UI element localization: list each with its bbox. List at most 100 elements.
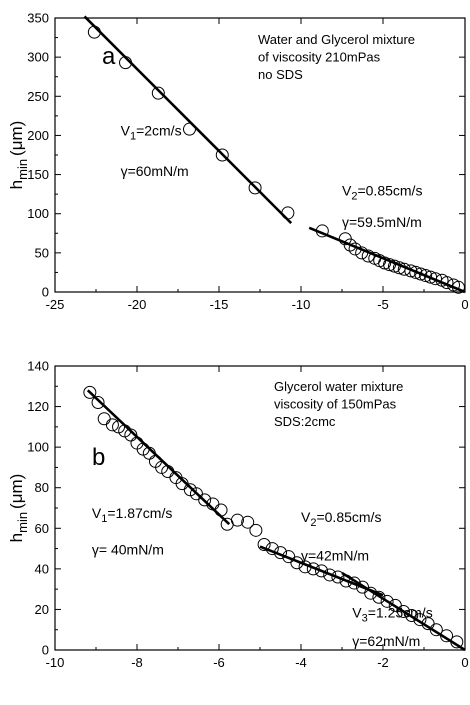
data-point	[87, 25, 101, 39]
data-point	[343, 238, 357, 252]
annotation-sub: 1	[130, 130, 136, 142]
annotation: V2=0.85cm/s	[342, 183, 422, 203]
annotation: V1=1.87cm/s	[92, 505, 172, 525]
y-tick-label: 80	[35, 480, 49, 495]
y-tick-label: 200	[27, 128, 49, 143]
description-line: no SDS	[258, 67, 303, 82]
x-tick-label: 0	[461, 655, 468, 670]
y-tick-label: 300	[27, 50, 49, 65]
y-axis-label: hmin (μm)	[7, 121, 30, 190]
data-point	[372, 590, 386, 604]
data-point	[230, 513, 244, 527]
data-point	[274, 546, 287, 560]
annotation: γ= 40mN/m	[92, 542, 164, 558]
y-tick-label: 120	[27, 399, 49, 414]
annotation-main: V	[301, 509, 311, 525]
data-point	[413, 613, 427, 627]
x-tick-label: -5	[377, 297, 389, 312]
y-axis-label-main: h	[7, 180, 26, 189]
annotation-main: V	[342, 183, 352, 199]
x-tick-label: -15	[210, 297, 229, 312]
data-point	[361, 249, 375, 263]
fit-line	[341, 571, 466, 652]
y-tick-label: 350	[27, 11, 49, 26]
data-point	[257, 538, 271, 552]
fit-line	[308, 226, 466, 294]
annotation: γ=60mN/m	[121, 163, 189, 179]
x-tick-label: -2	[377, 655, 389, 670]
data-point	[306, 562, 320, 576]
data-point	[142, 446, 156, 460]
data-point	[151, 86, 165, 100]
y-tick-label: 100	[27, 440, 49, 455]
annotation: γ=42mN/m	[301, 548, 369, 564]
description-line: Water and Glycerol mixture	[258, 32, 415, 47]
fit-line	[83, 15, 293, 225]
data-point	[249, 523, 263, 537]
y-axis-label-unit: (μm)	[7, 474, 26, 509]
y-tick-label: 250	[27, 89, 49, 104]
y-tick-label: 20	[35, 602, 49, 617]
data-point	[429, 623, 443, 637]
annotation: V3=1.25cm/s	[352, 605, 432, 625]
x-tick-label: -6	[213, 655, 225, 670]
data-point	[182, 122, 196, 136]
data-point	[409, 265, 423, 279]
y-axis-label: hmin (μm)	[7, 474, 30, 543]
y-axis-label-unit: (μm)	[7, 121, 26, 156]
y-tick-label: 50	[35, 245, 49, 260]
annotation-main: γ=42mN/m	[301, 548, 369, 564]
data-point	[397, 604, 410, 618]
annotation-rest: =1.25cm/s	[368, 605, 433, 621]
annotation-main: γ=59.5mN/m	[342, 214, 422, 230]
description-line: Glycerol water mixture	[274, 379, 403, 394]
annotation-main: γ= 40mN/m	[92, 542, 164, 558]
data-point	[355, 246, 369, 260]
data-point	[451, 280, 465, 294]
data-point	[91, 396, 105, 410]
data-point	[83, 385, 97, 399]
description-line: of viscosity 210mPas	[258, 50, 381, 65]
data-point	[214, 503, 228, 517]
x-tick-label: -25	[46, 297, 65, 312]
data-point	[364, 586, 378, 600]
annotation-main: V	[92, 505, 102, 521]
data-point	[248, 181, 262, 195]
data-point	[298, 560, 312, 574]
x-tick-label: 0	[461, 297, 468, 312]
data-point	[198, 493, 212, 507]
annotation-rest: =0.85cm/s	[316, 509, 381, 525]
data-point	[428, 272, 442, 286]
annotation-main: V	[121, 122, 131, 138]
panel-b: -10 -8 -6 -4 -2 0 0 20 40 60 80 100 120 140 hmin (μm) b G…	[7, 359, 469, 671]
annotation: V2=0.85cm/s	[301, 509, 381, 529]
data-point	[281, 206, 295, 220]
annotation: V1=2cm/s	[121, 122, 182, 142]
data-point	[380, 594, 394, 608]
data-point	[387, 259, 401, 273]
annotation: γ=59.5mN/m	[342, 214, 422, 230]
data-point	[405, 609, 419, 623]
y-tick-label: 40	[35, 561, 49, 576]
annotation-main: γ=60mN/m	[121, 163, 189, 179]
data-point	[404, 264, 418, 278]
data-point	[414, 267, 428, 281]
panel-label: a	[102, 43, 116, 70]
data-point	[440, 629, 454, 643]
data-point	[378, 256, 392, 270]
description-line: SDS:2cmc	[274, 414, 336, 429]
annotation-main: γ=62mN/m	[352, 633, 420, 649]
annotation-sub: 1	[101, 513, 107, 525]
data-point	[119, 56, 133, 70]
description-line: viscosity of 150mPas	[274, 397, 397, 412]
data-point	[419, 269, 433, 283]
y-tick-label: 150	[27, 167, 49, 182]
data-point	[323, 568, 337, 582]
y-tick-label: 60	[35, 521, 49, 536]
x-tick-label: -4	[295, 655, 307, 670]
data-point	[290, 556, 304, 570]
y-axis-label-main: h	[7, 533, 26, 542]
y-tick-label: 100	[27, 206, 49, 221]
data-point	[315, 564, 328, 578]
